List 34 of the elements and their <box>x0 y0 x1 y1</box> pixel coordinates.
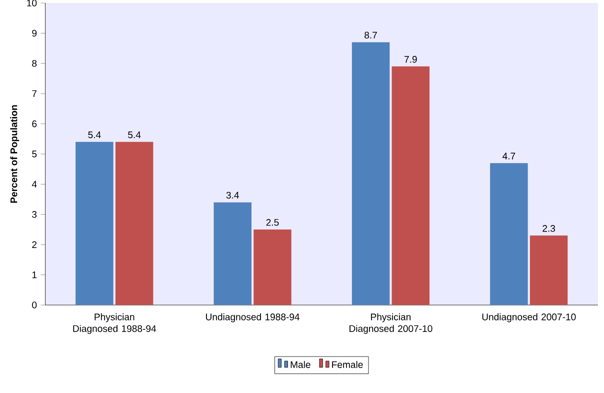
x-tick-label: Undiagnosed 1988-94 <box>206 313 300 322</box>
bar <box>254 230 292 306</box>
data-label: 8.7 <box>364 32 377 39</box>
data-label: 5.4 <box>128 132 141 138</box>
y-tick-label: 3 <box>32 211 37 218</box>
bar <box>392 66 430 306</box>
y-tick-label: 0 <box>32 302 37 309</box>
bar <box>76 142 114 306</box>
bar <box>490 163 528 306</box>
y-tick-label: 9 <box>32 30 37 37</box>
data-label: 4.7 <box>502 152 516 160</box>
legend-label: Male <box>290 361 310 368</box>
bar <box>352 42 390 306</box>
y-tick-label: 8 <box>32 60 37 68</box>
y-tick-label: 7 <box>32 90 37 98</box>
legend-label: Female <box>332 361 363 368</box>
bar <box>214 202 252 306</box>
data-label: 7.9 <box>404 56 417 63</box>
y-tick-label: 4 <box>32 181 37 188</box>
y-axis-title: Percent of Population <box>10 105 20 203</box>
y-tick-label: 10 <box>27 0 37 7</box>
bar <box>530 236 568 306</box>
x-tick-label: Physician Diagnosed 1988-94 <box>73 313 156 334</box>
y-tick-label: 1 <box>32 272 37 278</box>
data-label: 2.5 <box>266 219 279 226</box>
x-tick-label: Undiagnosed 2007-10 <box>482 313 576 322</box>
y-tick-label: 2 <box>32 241 37 248</box>
data-label: 5.4 <box>88 132 101 138</box>
bar <box>115 142 154 306</box>
x-tick-label: Physician Diagnosed 2007-10 <box>350 313 432 334</box>
y-tick-label: 6 <box>32 120 37 128</box>
data-label: 3.4 <box>226 192 239 199</box>
y-tick-label: 5 <box>32 150 37 158</box>
data-label: 2.3 <box>542 225 556 232</box>
